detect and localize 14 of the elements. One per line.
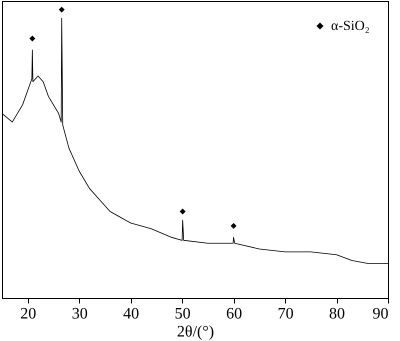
x-tick-label: 20 <box>20 306 36 322</box>
x-tick-label: 70 <box>278 306 294 322</box>
point <box>58 6 65 13</box>
x-tick-label: 50 <box>174 306 191 322</box>
point <box>29 36 36 42</box>
point <box>230 222 237 229</box>
x-tick-label: 30 <box>72 306 88 322</box>
x-tick-label: 60 <box>226 306 242 322</box>
x-tick-label: 80 <box>329 306 346 322</box>
x-tick-label: 40 <box>123 306 140 322</box>
legend-label: α-SiO₂ <box>331 19 370 34</box>
x-axis-title: 2θ/(°) <box>176 324 214 340</box>
point <box>180 208 186 214</box>
x-tick-label: 90 <box>372 306 388 322</box>
